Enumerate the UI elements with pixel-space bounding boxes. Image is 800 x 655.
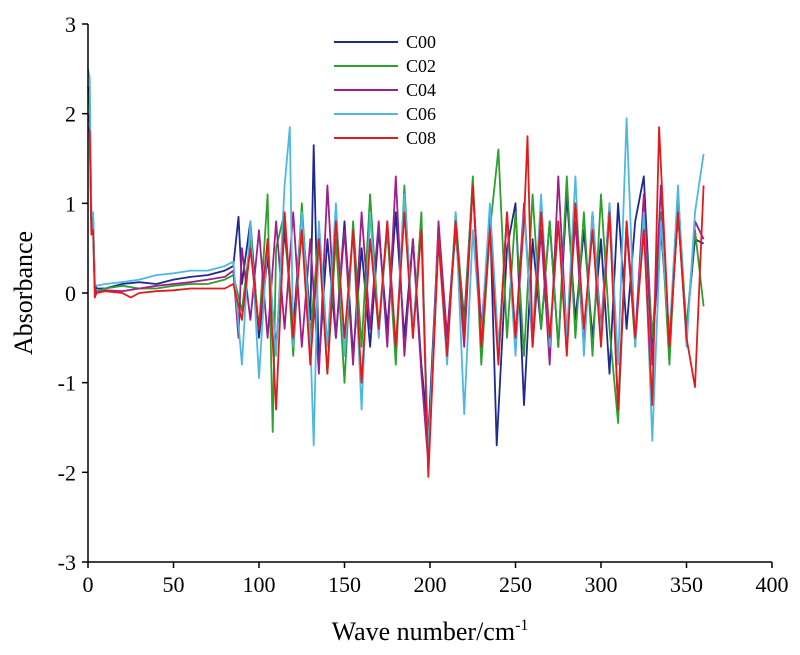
x-tick-label: 300: [585, 572, 618, 597]
y-tick-label: 3: [65, 12, 76, 37]
x-axis-label-superscript: -1: [515, 617, 528, 634]
x-tick-label: 250: [499, 572, 532, 597]
x-tick-label: 100: [243, 572, 276, 597]
legend-label-c06: C06: [406, 104, 436, 124]
series-line-c02: [87, 91, 705, 469]
y-tick-label: 1: [65, 191, 76, 216]
ticks: 0 50 100 150 200 250 300 350 400 -3 -2 -1 0 1 2 3: [58, 12, 789, 597]
x-tick-label: 150: [328, 572, 361, 597]
series-line-c04: [87, 113, 705, 465]
x-axis-label-text: Wave number/cm: [332, 617, 515, 646]
x-tick-label: 0: [83, 572, 94, 597]
legend-label-c08: C08: [406, 128, 436, 148]
x-axis-label: Wave number/cm-1: [332, 617, 529, 646]
x-tick-label: 400: [756, 572, 789, 597]
y-axis-label: Absorbance: [9, 231, 38, 355]
y-tick-label: 2: [65, 102, 76, 127]
y-tick-label: -3: [58, 550, 76, 575]
legend-label-c04: C04: [406, 80, 436, 100]
legend-label-c02: C02: [406, 56, 436, 76]
y-tick-label: -2: [58, 460, 76, 485]
x-tick-label: 200: [414, 572, 447, 597]
y-tick-label: -1: [58, 371, 76, 396]
legend-label-c00: C00: [406, 32, 436, 52]
y-tick-label: 0: [65, 281, 76, 306]
x-tick-label: 350: [670, 572, 703, 597]
series-layer: [87, 68, 705, 478]
x-tick-label: 50: [163, 572, 185, 597]
series-line-c08: [87, 126, 705, 478]
legend: C00 C02 C04 C06 C08: [334, 32, 436, 148]
